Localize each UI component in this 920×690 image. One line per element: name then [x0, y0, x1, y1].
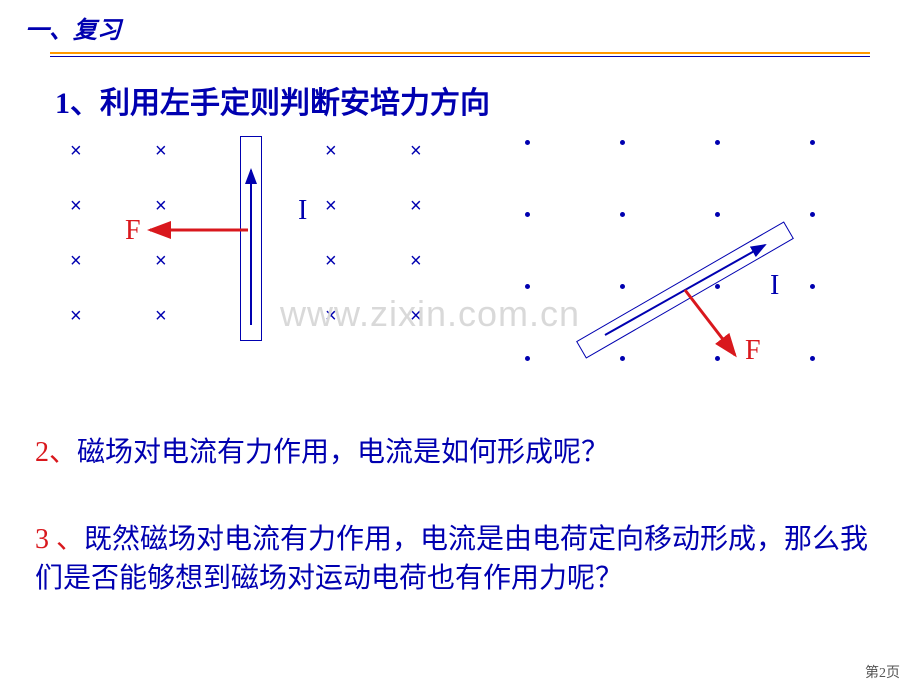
field-out-of-page-dot: [525, 212, 530, 217]
field-out-of-page-dot: [620, 212, 625, 217]
force-label-F: F: [745, 335, 761, 367]
header-underline-orange: [50, 52, 870, 54]
watermark: www.zixin.com.cn: [280, 293, 580, 335]
field-into-page-cross: ×: [410, 140, 422, 163]
field-out-of-page-dot: [810, 140, 815, 145]
field-into-page-cross: ×: [70, 250, 82, 273]
field-out-of-page-dot: [715, 212, 720, 217]
field-into-page-cross: ×: [325, 195, 337, 218]
field-out-of-page-dot: [525, 356, 530, 361]
current-label-I: I: [770, 270, 779, 302]
field-into-page-cross: ×: [155, 305, 167, 328]
q2-text: 磁场对电流有力作用，电流是如何形成呢？: [77, 437, 609, 468]
header-underline-blue: [50, 56, 870, 57]
question-2: 2、磁场对电流有力作用，电流是如何形成呢？: [35, 430, 609, 470]
field-out-of-page-dot: [715, 356, 720, 361]
field-into-page-cross: ×: [70, 140, 82, 163]
q3-number: 3 、: [35, 524, 84, 555]
force-label-F: F: [125, 215, 141, 247]
header-text: 一、复习: [25, 18, 121, 44]
q3-text: 既然磁场对电流有力作用，电流是由电荷定向移动形成，那么我们是否能够想到磁场对运动…: [35, 524, 868, 594]
field-into-page-cross: ×: [325, 250, 337, 273]
watermark-text: www.zixin.com.cn: [280, 293, 580, 334]
current-label-I: I: [298, 195, 307, 227]
field-into-page-cross: ×: [70, 195, 82, 218]
field-into-page-cross: ×: [155, 140, 167, 163]
q1-text: 1、利用左手定则判断安培力方向: [55, 87, 490, 120]
field-out-of-page-dot: [715, 140, 720, 145]
question-3: 3 、既然磁场对电流有力作用，电流是由电荷定向移动形成，那么我们是否能够想到磁场…: [35, 520, 885, 598]
field-into-page-cross: ×: [410, 195, 422, 218]
field-into-page-cross: ×: [410, 250, 422, 273]
q2-number: 2、: [35, 437, 77, 468]
field-out-of-page-dot: [620, 356, 625, 361]
field-into-page-cross: ×: [155, 250, 167, 273]
field-out-of-page-dot: [620, 284, 625, 289]
field-out-of-page-dot: [525, 284, 530, 289]
page-number: 第2页: [865, 662, 900, 682]
field-out-of-page-dot: [810, 284, 815, 289]
pagenum-text: 第2页: [865, 666, 900, 681]
section-header: 一、复习: [25, 10, 121, 45]
question-1: 1、利用左手定则判断安培力方向: [55, 78, 490, 122]
field-out-of-page-dot: [810, 356, 815, 361]
field-into-page-cross: ×: [155, 195, 167, 218]
field-into-page-cross: ×: [325, 140, 337, 163]
field-out-of-page-dot: [715, 284, 720, 289]
field-out-of-page-dot: [810, 212, 815, 217]
field-out-of-page-dot: [620, 140, 625, 145]
field-into-page-cross: ×: [70, 305, 82, 328]
